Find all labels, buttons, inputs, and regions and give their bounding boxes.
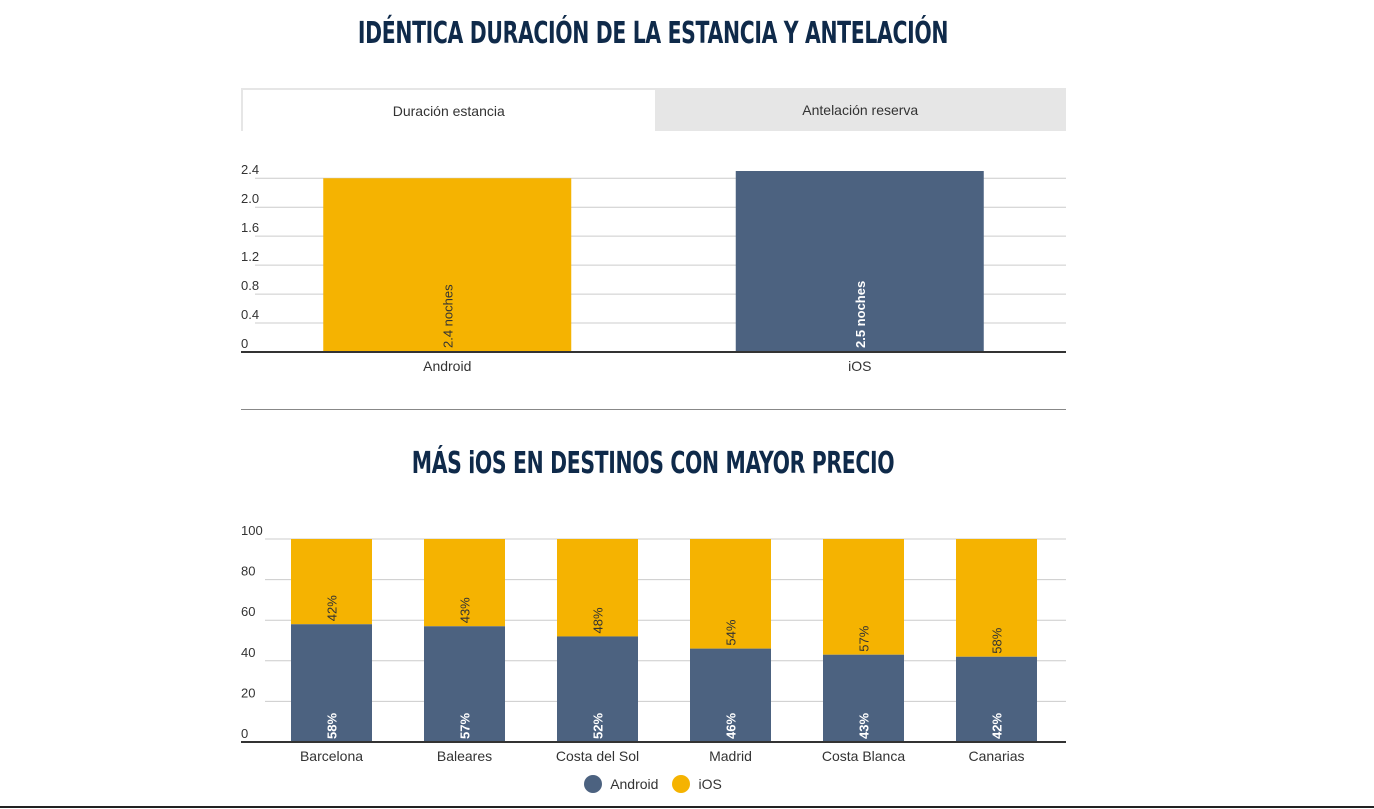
x-category-label: Costa Blanca — [822, 748, 905, 764]
y-tick-label: 0 — [241, 726, 248, 741]
bar-value-label: 2.4 noches — [440, 284, 455, 348]
bar-value-label-android: 43% — [857, 713, 872, 739]
y-tick-label: 20 — [241, 685, 255, 700]
bar-ios — [424, 539, 505, 627]
bar-value-label-android: 46% — [724, 713, 739, 739]
y-tick-label: 1.2 — [241, 249, 259, 264]
bar-value-label-ios: 43% — [458, 597, 473, 623]
y-tick-label: 0.4 — [241, 307, 259, 322]
legend-marker-android — [584, 775, 603, 793]
y-tick-label: 2.4 — [241, 162, 259, 177]
legend-marker-ios — [672, 775, 691, 793]
x-category-label: Android — [423, 358, 471, 374]
bar — [323, 178, 572, 352]
bar-ios — [823, 539, 904, 655]
y-tick-label: 60 — [241, 604, 255, 619]
section-divider — [241, 409, 1066, 410]
bar-android — [557, 636, 638, 742]
y-tick-label: 2.0 — [241, 191, 259, 206]
bar-ios — [557, 539, 638, 637]
chart-legend: Android iOS — [0, 775, 1306, 793]
bar-ios — [690, 539, 771, 649]
y-tick-label: 80 — [241, 564, 255, 579]
y-tick-label: 0.8 — [241, 278, 259, 293]
tab-bar: Duración estancia Antelación reserva — [241, 88, 1066, 131]
tab-duracion-estancia[interactable]: Duración estancia — [241, 88, 655, 131]
bar-value-label-android: 58% — [325, 713, 340, 739]
bar-android — [424, 626, 505, 742]
y-tick-label: 1.6 — [241, 220, 259, 235]
bar-android — [690, 648, 771, 742]
tab-antelacion-reserva[interactable]: Antelación reserva — [802, 101, 919, 118]
y-tick-label: 0 — [241, 336, 248, 351]
legend-item-android[interactable]: Android — [584, 775, 658, 793]
x-category-label: Baleares — [437, 748, 492, 764]
bar-android — [823, 654, 904, 742]
x-category-label: Madrid — [709, 748, 752, 764]
bar-android — [291, 624, 372, 742]
legend-label-ios: iOS — [698, 776, 722, 792]
bar-value-label-android: 42% — [990, 713, 1005, 739]
bar-ios — [956, 539, 1037, 657]
bar-value-label-ios: 58% — [990, 627, 1005, 653]
x-category-label: iOS — [848, 358, 871, 374]
x-category-label: Barcelona — [300, 748, 363, 764]
chart-title-stay: IDÉNTICA DURACIÓN DE LA ESTANCIA Y ANTEL… — [357, 16, 949, 51]
bar-value-label-ios: 42% — [325, 595, 340, 621]
bar-value-label-android: 57% — [458, 713, 473, 739]
bar-value-label-ios: 48% — [591, 607, 606, 633]
x-category-label: Canarias — [968, 748, 1024, 764]
bar-value-label-ios: 57% — [857, 625, 872, 651]
legend-item-ios[interactable]: iOS — [672, 775, 722, 793]
x-category-label: Costa del Sol — [556, 748, 639, 764]
page-bottom-border — [0, 806, 1374, 808]
bar-value-label-android: 52% — [591, 713, 606, 739]
bar-value-label: 2.5 noches — [853, 281, 868, 348]
bar — [735, 171, 984, 352]
bar-ios — [291, 539, 372, 625]
y-tick-label: 100 — [241, 523, 263, 538]
bar-value-label-ios: 54% — [724, 619, 739, 645]
chart-title-destinations: MÁS iOS EN DESTINOS CON MAYOR PRECIO — [411, 446, 895, 481]
legend-label-android: Android — [610, 776, 659, 792]
y-tick-label: 40 — [241, 645, 255, 660]
bar-android — [956, 656, 1037, 742]
